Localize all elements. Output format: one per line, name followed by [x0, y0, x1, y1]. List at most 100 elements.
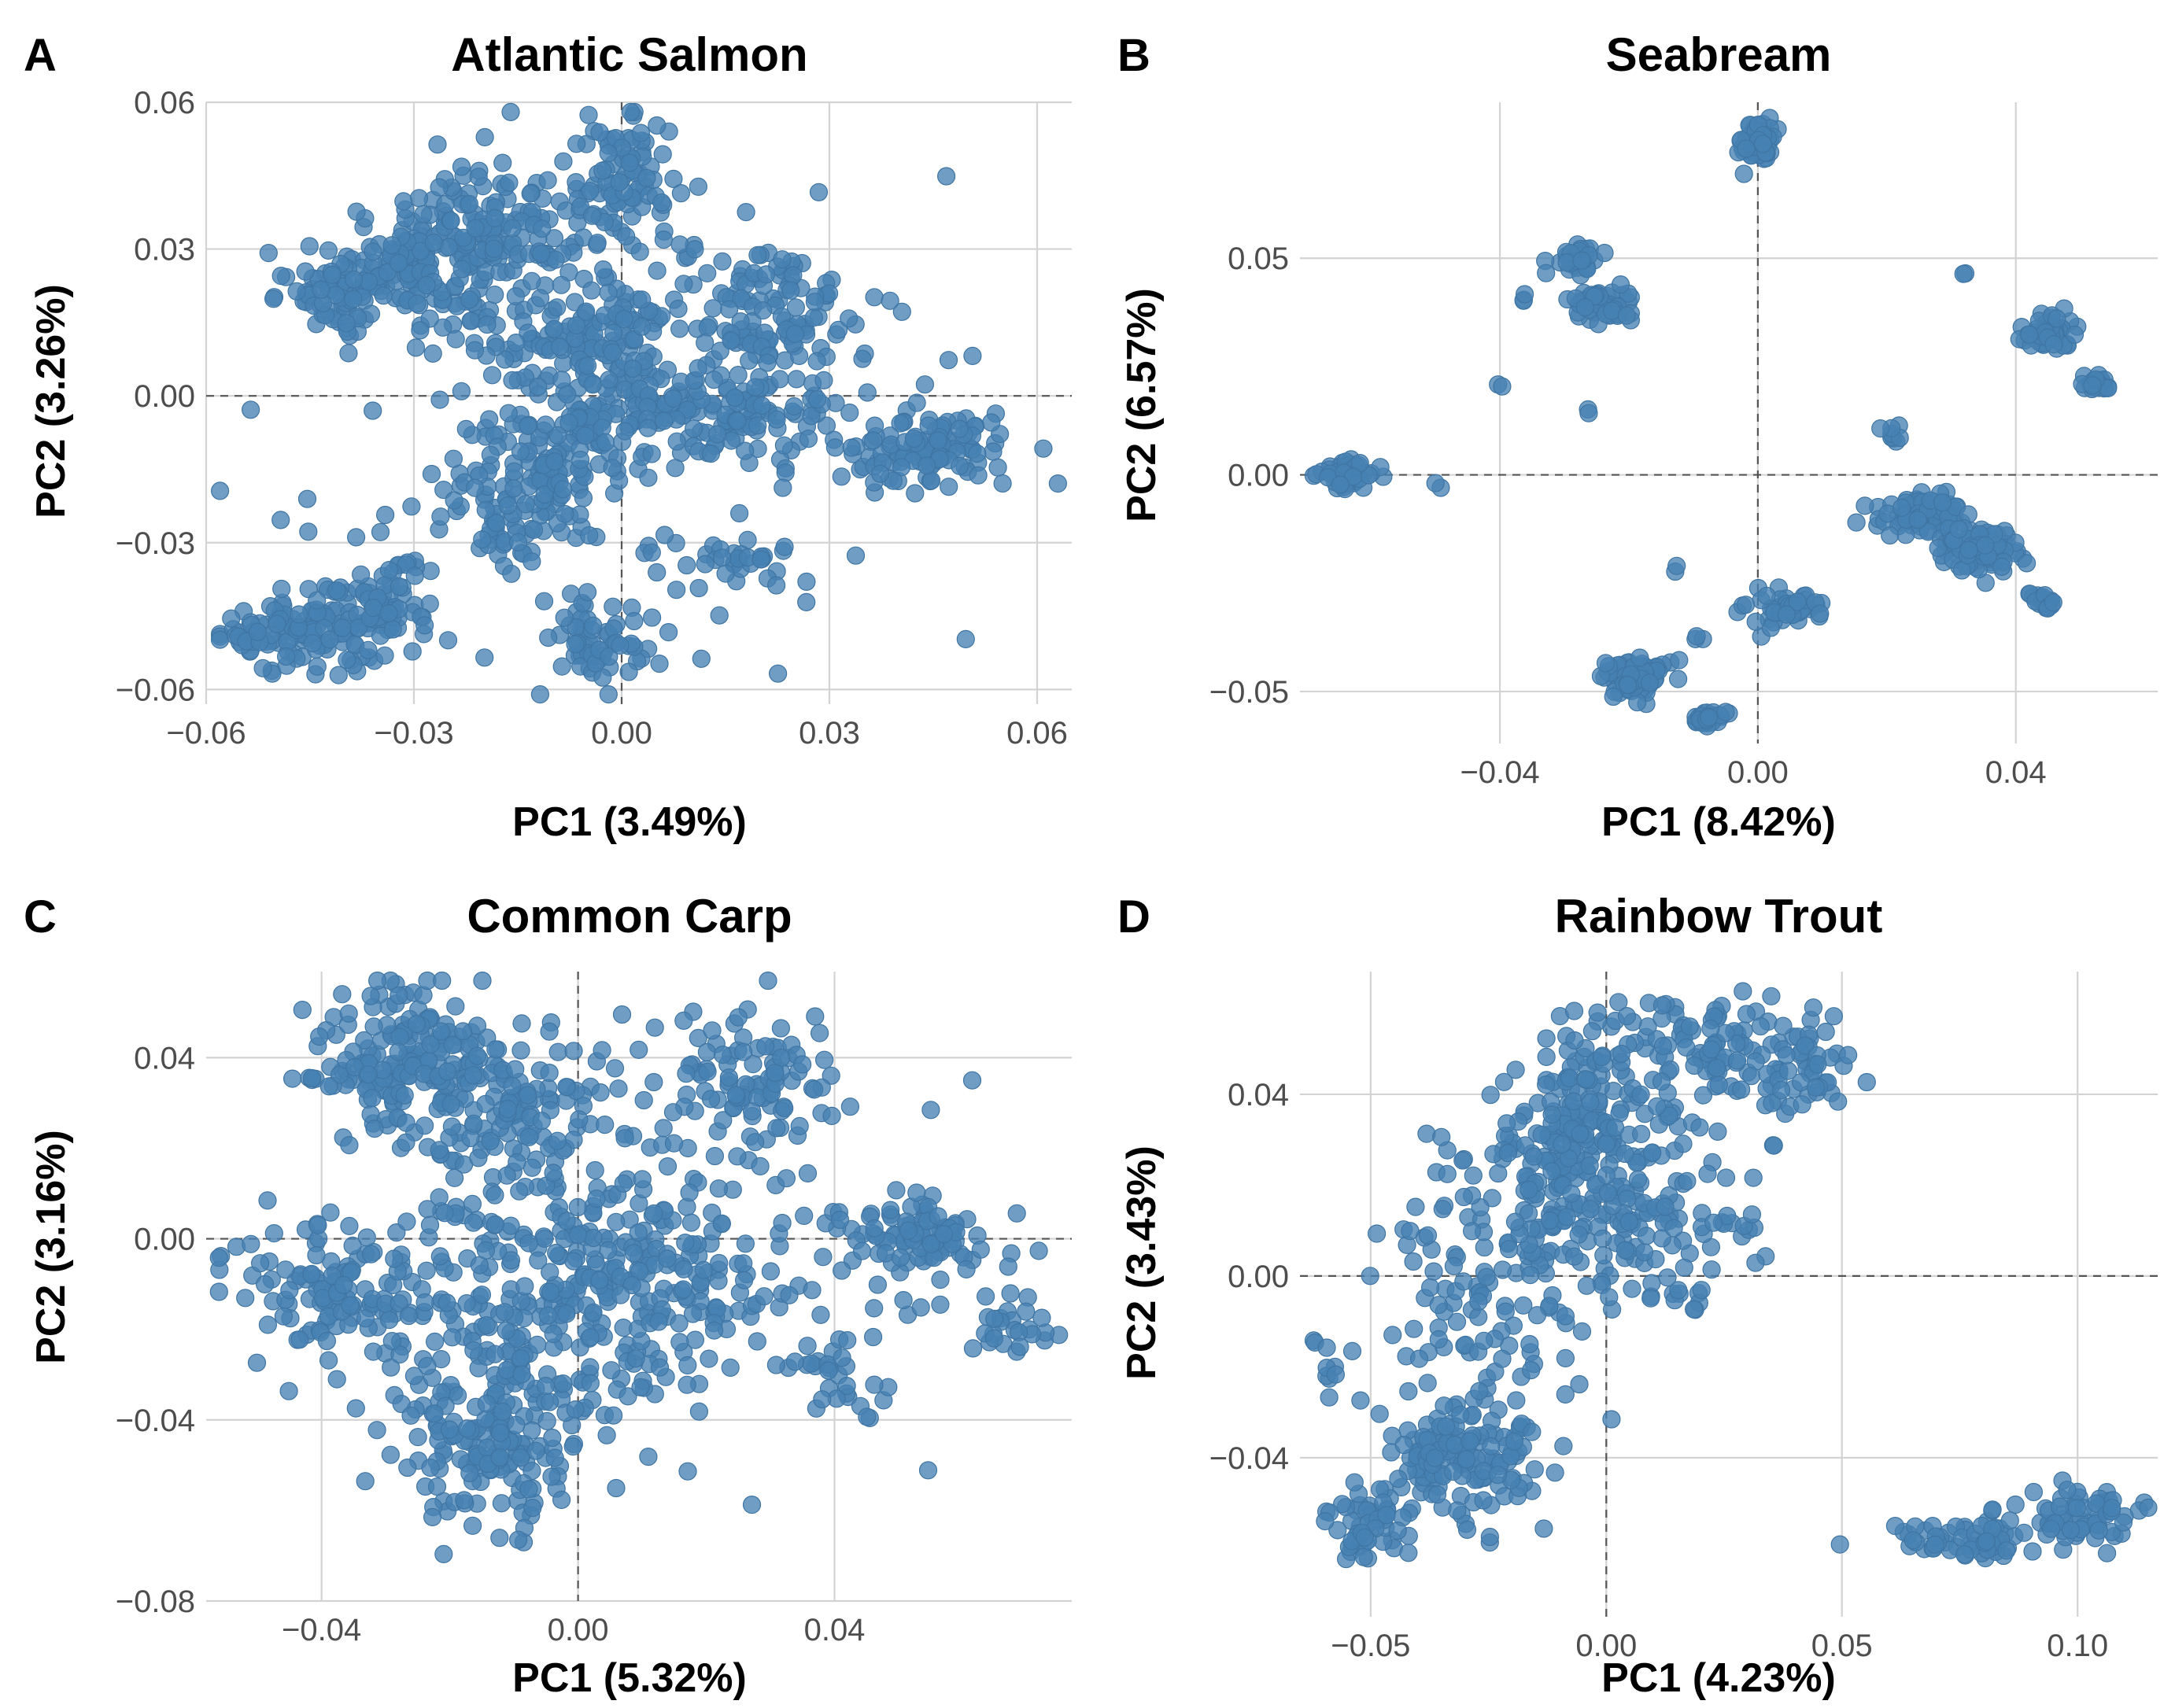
scatter-point [1493, 377, 1512, 396]
scatter-point [564, 1042, 583, 1061]
scatter-point [1505, 1432, 1523, 1451]
scatter-point [511, 1292, 530, 1311]
scatter-point [1597, 1166, 1616, 1185]
scatter-point [430, 1141, 449, 1160]
x-axis-title: PC1 (5.32%) [512, 1655, 747, 1701]
scatter-point [1383, 1326, 1402, 1345]
scatter-point [1537, 1075, 1556, 1094]
scatter-point [247, 1353, 267, 1372]
scatter-point [441, 1094, 460, 1114]
scatter-point [1462, 1222, 1482, 1241]
x-tick-label: 0.04 [1985, 755, 2047, 790]
scatter-point [1564, 1092, 1583, 1111]
scatter-point [703, 1021, 722, 1040]
scatter-point [242, 1234, 260, 1253]
scatter-point [1399, 1544, 1418, 1562]
scatter-point [797, 572, 816, 592]
scatter-point [982, 413, 1001, 432]
scatter-point [308, 1216, 327, 1235]
scatter-point [1497, 1114, 1516, 1133]
scatter-point [420, 309, 439, 328]
scatter-point [327, 581, 346, 600]
scatter-point [1808, 1055, 1827, 1074]
y-tick-label: −0.04 [116, 1404, 195, 1438]
scatter-point [408, 294, 427, 313]
scatter-point [523, 271, 541, 290]
scatter-point [507, 334, 526, 352]
scatter-point [891, 1248, 910, 1267]
scatter-point [530, 684, 550, 704]
scatter-point [781, 281, 800, 300]
scatter-point [709, 1271, 728, 1290]
panel-title: Rainbow Trout [1555, 890, 1883, 943]
scatter-point [1575, 298, 1594, 317]
scatter-point [507, 1415, 526, 1434]
scatter-point [343, 1236, 362, 1256]
scatter-point [633, 290, 652, 309]
scatter-point [1007, 1204, 1026, 1223]
scatter-point [1354, 1548, 1373, 1566]
scatter-point [581, 1358, 600, 1377]
scatter-point [1572, 1322, 1592, 1341]
scatter-point [1474, 1491, 1493, 1510]
scatter-point [652, 193, 671, 212]
scatter-point [649, 1312, 668, 1331]
scatter-point [290, 1330, 309, 1349]
scatter-point [435, 1204, 454, 1223]
scatter-point [415, 1116, 434, 1135]
scatter-point [544, 1324, 563, 1344]
scatter-point [346, 1399, 365, 1418]
scatter-point [538, 171, 557, 190]
scatter-point [810, 1024, 829, 1042]
scatter-point [535, 485, 554, 504]
scatter-point [508, 1153, 526, 1171]
scatter-point [356, 1309, 375, 1328]
scatter-point [805, 1080, 824, 1099]
scatter-point [1515, 285, 1534, 304]
scatter-point [1523, 1422, 1542, 1441]
scatter-point [798, 1164, 818, 1183]
scatter-point [1885, 1516, 1904, 1536]
scatter-point [663, 1103, 683, 1122]
scatter-point [1611, 275, 1630, 294]
scatter-point [1475, 1331, 1494, 1350]
scatter-point [541, 1263, 559, 1282]
scatter-point [333, 618, 352, 637]
scatter-point [1377, 1506, 1396, 1525]
scatter-point [1580, 1156, 1599, 1175]
scatter-point [915, 375, 935, 394]
scatter-point [582, 206, 602, 225]
scatter-point [1448, 1501, 1467, 1520]
scatter-point [907, 1183, 926, 1202]
scatter-point [563, 1437, 582, 1456]
scatter-point [648, 563, 667, 582]
scatter-point [785, 1352, 804, 1371]
scatter-point [361, 1245, 381, 1263]
scatter-point [1709, 1075, 1728, 1094]
scatter-point [768, 664, 788, 683]
scatter-point [498, 1099, 518, 1119]
scatter-point [729, 504, 749, 523]
scatter-point [1001, 1284, 1020, 1303]
scatter-point [619, 662, 638, 681]
scatter-point [667, 432, 686, 451]
scatter-point [545, 1448, 564, 1467]
scatter-point [420, 1216, 440, 1234]
scatter-point [1949, 520, 1968, 539]
scatter-point [632, 317, 652, 336]
scatter-point [713, 1045, 733, 1064]
scatter-point [473, 530, 492, 549]
scatter-point [545, 319, 563, 338]
scatter-point [963, 346, 982, 365]
scatter-point [567, 135, 586, 153]
scatter-point [1493, 1349, 1512, 1368]
scatter-point [421, 1458, 440, 1477]
scatter-point [962, 1071, 982, 1090]
scatter-point [264, 1223, 283, 1243]
scatter-point [1017, 1302, 1036, 1321]
scatter-point [477, 1394, 497, 1413]
scatter-point [1675, 1258, 1693, 1277]
scatter-point [222, 609, 241, 628]
x-tick-label: 0.10 [2047, 1629, 2108, 1663]
